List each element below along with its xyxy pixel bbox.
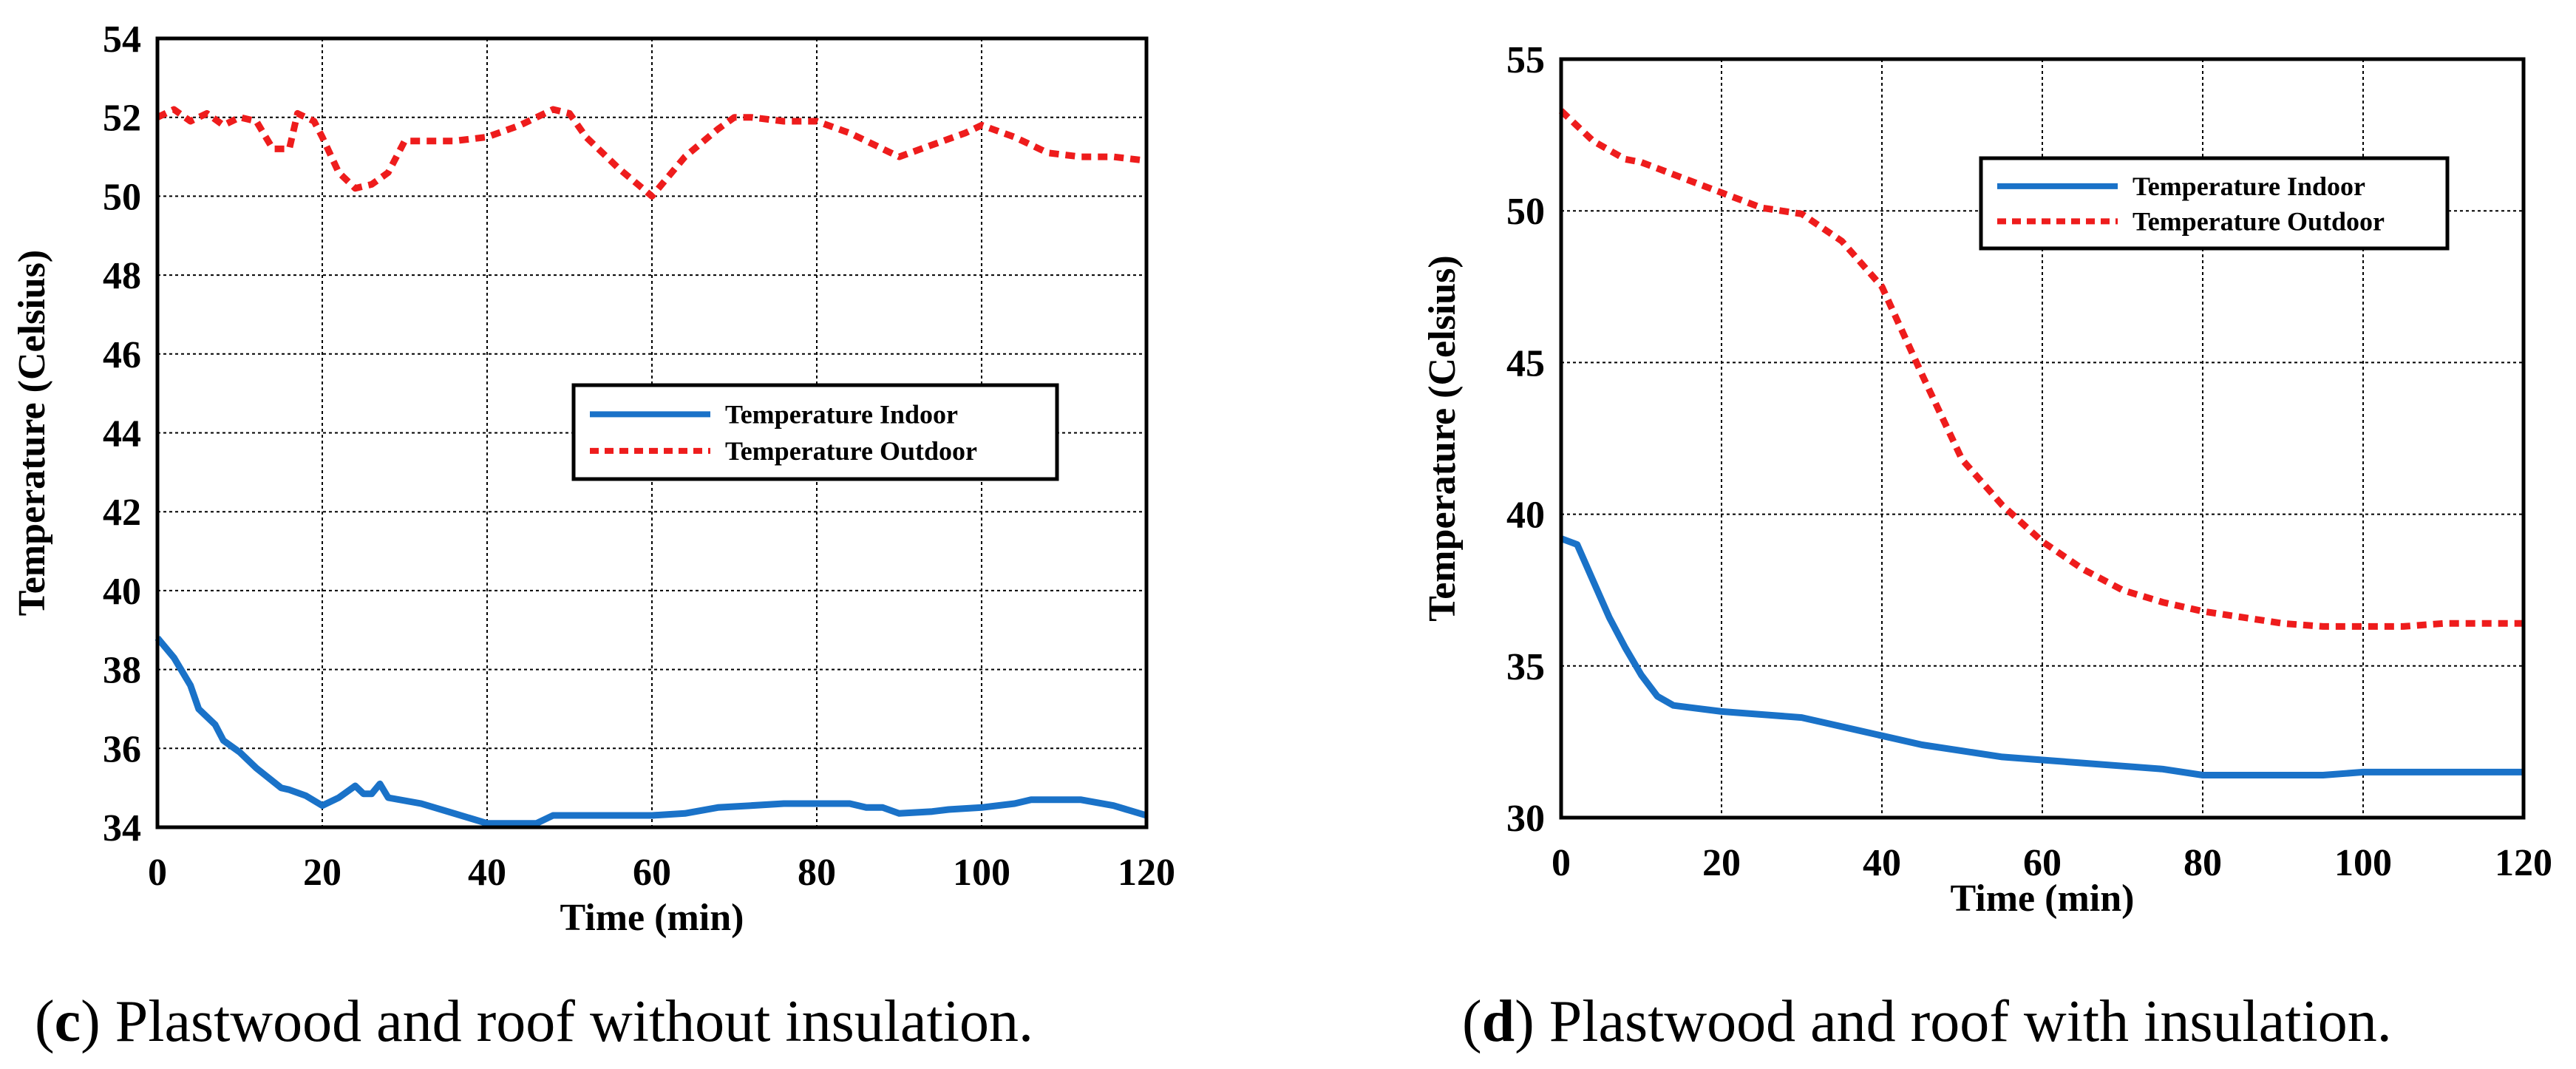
caption-text: Plastwood and roof with insulation.: [1535, 989, 2392, 1054]
plot-frame: [1559, 57, 2526, 820]
x-tick-label: 80: [2184, 842, 2222, 884]
x-tick-label: 40: [1863, 842, 1901, 884]
caption-paren: ): [81, 989, 101, 1054]
y-tick-label: 42: [103, 492, 141, 534]
legend-label: Temperature Indoor: [725, 399, 958, 429]
indoor-temperature-line: [1560, 535, 2524, 778]
figure-caption: (c) Plastwood and roof without insulatio…: [35, 989, 1033, 1054]
y-tick-label: 54: [103, 18, 141, 61]
x-tick-label: 100: [953, 852, 1010, 894]
figure-caption: (d) Plastwood and roof with insulation.: [1462, 989, 2392, 1054]
legend-label: Temperature Outdoor: [2132, 206, 2385, 236]
x-tick-label: 0: [1552, 842, 1571, 884]
legend: Temperature Indoor Temperature Outdoor: [571, 383, 1059, 481]
y-tick-label: 50: [1506, 191, 1545, 233]
plot-frame: [155, 36, 1149, 829]
x-tick-label: 120: [2495, 842, 2552, 884]
x-tick-label: 120: [1118, 852, 1175, 894]
indoor-temperature-line: [154, 636, 1148, 827]
legend-box: [1979, 156, 2450, 251]
y-tick-label: 55: [1506, 39, 1545, 81]
caption-text: Plastwood and roof without insulation.: [101, 989, 1033, 1054]
x-axis-title: Time (min): [560, 897, 744, 939]
caption-paren: (: [35, 989, 55, 1054]
x-tick-label: 80: [798, 852, 836, 894]
legend-box: [571, 383, 1059, 481]
x-tick-label: 0: [148, 852, 167, 894]
y-tick-label: 34: [103, 807, 141, 849]
y-tick-label: 38: [103, 650, 141, 692]
y-tick-label: 30: [1506, 798, 1545, 840]
y-axis-title: Temperature (Celsius): [1421, 255, 1464, 621]
y-tick-label: 44: [103, 413, 141, 455]
y-tick-label: 40: [103, 571, 141, 613]
x-tick-label: 40: [468, 852, 506, 894]
y-tick-label: 40: [1506, 495, 1545, 537]
legend: Temperature Indoor Temperature Outdoor: [1979, 156, 2450, 251]
legend-label: Temperature Outdoor: [725, 436, 977, 466]
y-tick-label: 52: [103, 98, 141, 140]
y-tick-label: 46: [103, 334, 141, 376]
x-tick-label: 60: [2023, 842, 2062, 884]
x-axis-title: Time (min): [1951, 878, 2135, 920]
y-tick-label: 48: [103, 255, 141, 297]
legend-label: Temperature Indoor: [2132, 172, 2365, 201]
x-tick-label: 20: [303, 852, 341, 894]
y-axis-title: Temperature (Celsius): [11, 250, 53, 616]
x-tick-label: 60: [633, 852, 671, 894]
y-tick-label: 50: [103, 176, 141, 218]
caption-letter: c: [55, 989, 81, 1054]
caption-letter: d: [1482, 989, 1515, 1054]
caption-paren: (: [1462, 989, 1482, 1054]
x-tick-label: 20: [1702, 842, 1741, 884]
y-tick-label: 45: [1506, 342, 1545, 384]
chart-c: 0 20 40 60 80 100 120 34 36 38 40 42 44 46 48 50 52 54 Tim…: [11, 18, 1175, 1054]
x-tick-label: 100: [2334, 842, 2392, 884]
y-tick-label: 36: [103, 728, 141, 770]
y-tick-label: 35: [1506, 646, 1545, 688]
outdoor-temperature-line: [156, 106, 1147, 200]
chart-d: 0 20 40 60 80 100 120 30 35 40 45 50 55 Time (min) Tem…: [1421, 39, 2552, 1054]
caption-paren: ): [1515, 989, 1535, 1054]
